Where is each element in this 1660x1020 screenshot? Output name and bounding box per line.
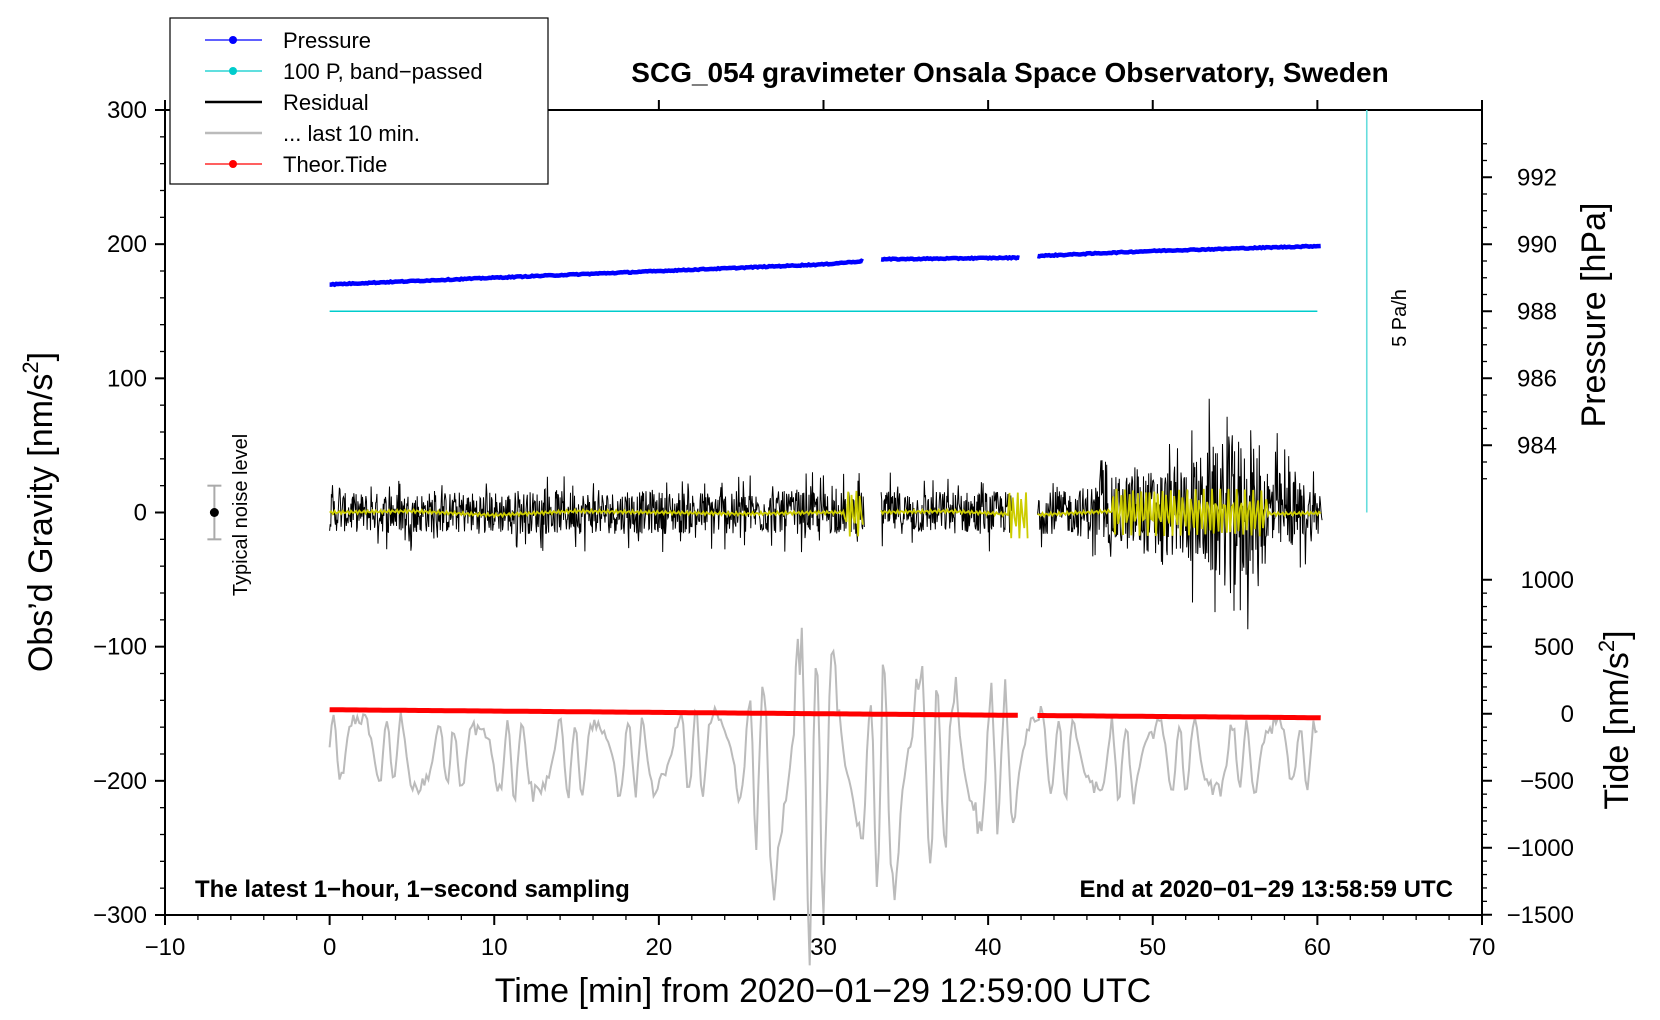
pressure-tick-label: 988 [1517,298,1557,325]
y-tick-label: 0 [134,500,147,527]
end-time-note: End at 2020−01−29 13:58:59 UTC [1079,876,1453,903]
legend-label: Pressure [283,28,371,53]
y-axis-title-tide: Tide [nm/s2] [1594,630,1636,809]
tide-tick-label: 500 [1534,634,1574,661]
theoretical-tide-line [1037,713,1321,721]
y-tick-label: −200 [93,768,147,795]
x-tick-label: 60 [1304,934,1331,961]
pressure-tick-label: 992 [1517,164,1557,191]
legend-label: 100 P, band−passed [283,59,483,84]
noise-level-bar [207,484,222,541]
pressure-tick-label: 990 [1517,231,1557,258]
residual-line [880,472,1013,552]
x-tick-label: −10 [145,934,186,961]
theoretical-tide-line [329,707,1018,718]
rate-label: 5 Pa/h [1389,289,1411,347]
y-axis-title-left-close: ] [22,352,60,361]
pressure-line [329,258,864,288]
y-tick-label: −300 [93,902,147,929]
legend-items: Pressure 100 P, band−passed Residual ... la… [205,28,483,177]
x-tick-label: 70 [1469,934,1496,961]
residual-line [329,472,865,553]
tide-tick-label: −1500 [1507,902,1574,929]
x-tick-label: 40 [975,934,1002,961]
series-layer [328,243,1323,966]
y-axis-title-tide-sup: 2 [1594,640,1619,652]
tide-tick-label: −500 [1520,768,1574,795]
y-axis-title-pressure: Pressure [hPa] [1575,203,1613,428]
pressure-tick-label: 986 [1517,365,1557,392]
y-axis-title-tide-main: Tide [nm/s [1598,652,1636,809]
tide-tick-label: −1000 [1507,835,1574,862]
pressure-line [880,254,1020,262]
residual-smoothed-line [329,490,864,537]
legend-swatch-marker [229,67,237,75]
sampling-note: The latest 1−hour, 1−second sampling [195,876,630,903]
tide-tick-label: 0 [1561,701,1574,728]
noise-point [209,508,219,517]
last-10-min-line [328,627,1318,966]
y-tick-label: 200 [107,231,147,258]
y-tick-label: 300 [107,97,147,124]
y-axis-title-tide-close: ] [1598,630,1636,639]
chart-title: SCG_054 gravimeter Onsala Space Observat… [631,57,1388,88]
residual-smoothed-line [880,492,1029,539]
tide-tick-label: 1000 [1521,567,1574,594]
residual-smoothed-line [1037,488,1322,537]
legend-label: Residual [283,90,369,115]
legend-label: ... last 10 min. [283,121,420,146]
x-tick-label: 10 [481,934,508,961]
x-tick-label: 30 [810,934,837,961]
pressure-line [1036,243,1321,259]
x-tick-label: 0 [323,934,336,961]
y-tick-label: 100 [107,365,147,392]
tick-labels: −10 0 10 20 30 40 50 60 703002001000−100−200−300… [93,97,1574,961]
noise-level-label: Typical noise level [230,434,252,596]
legend-swatch-marker [229,36,237,44]
y-axis-title-left: Obs’d Gravity [nm/s2] [18,352,60,672]
y-axis-title-left-sup: 2 [18,361,43,373]
legend-swatch-marker [229,160,237,168]
x-tick-label: 50 [1139,934,1166,961]
x-axis-title: Time [min] from 2020−01−29 12:59:00 UTC [495,972,1151,1010]
x-tick-label: 20 [646,934,673,961]
y-tick-label: −100 [93,634,147,661]
legend: Pressure 100 P, band−passed Residual ... la… [169,17,549,185]
legend-label: Theor.Tide [283,152,387,177]
pressure-tick-label: 984 [1517,432,1557,459]
y-axis-title-left-main: Obs’d Gravity [nm/s [22,374,60,673]
